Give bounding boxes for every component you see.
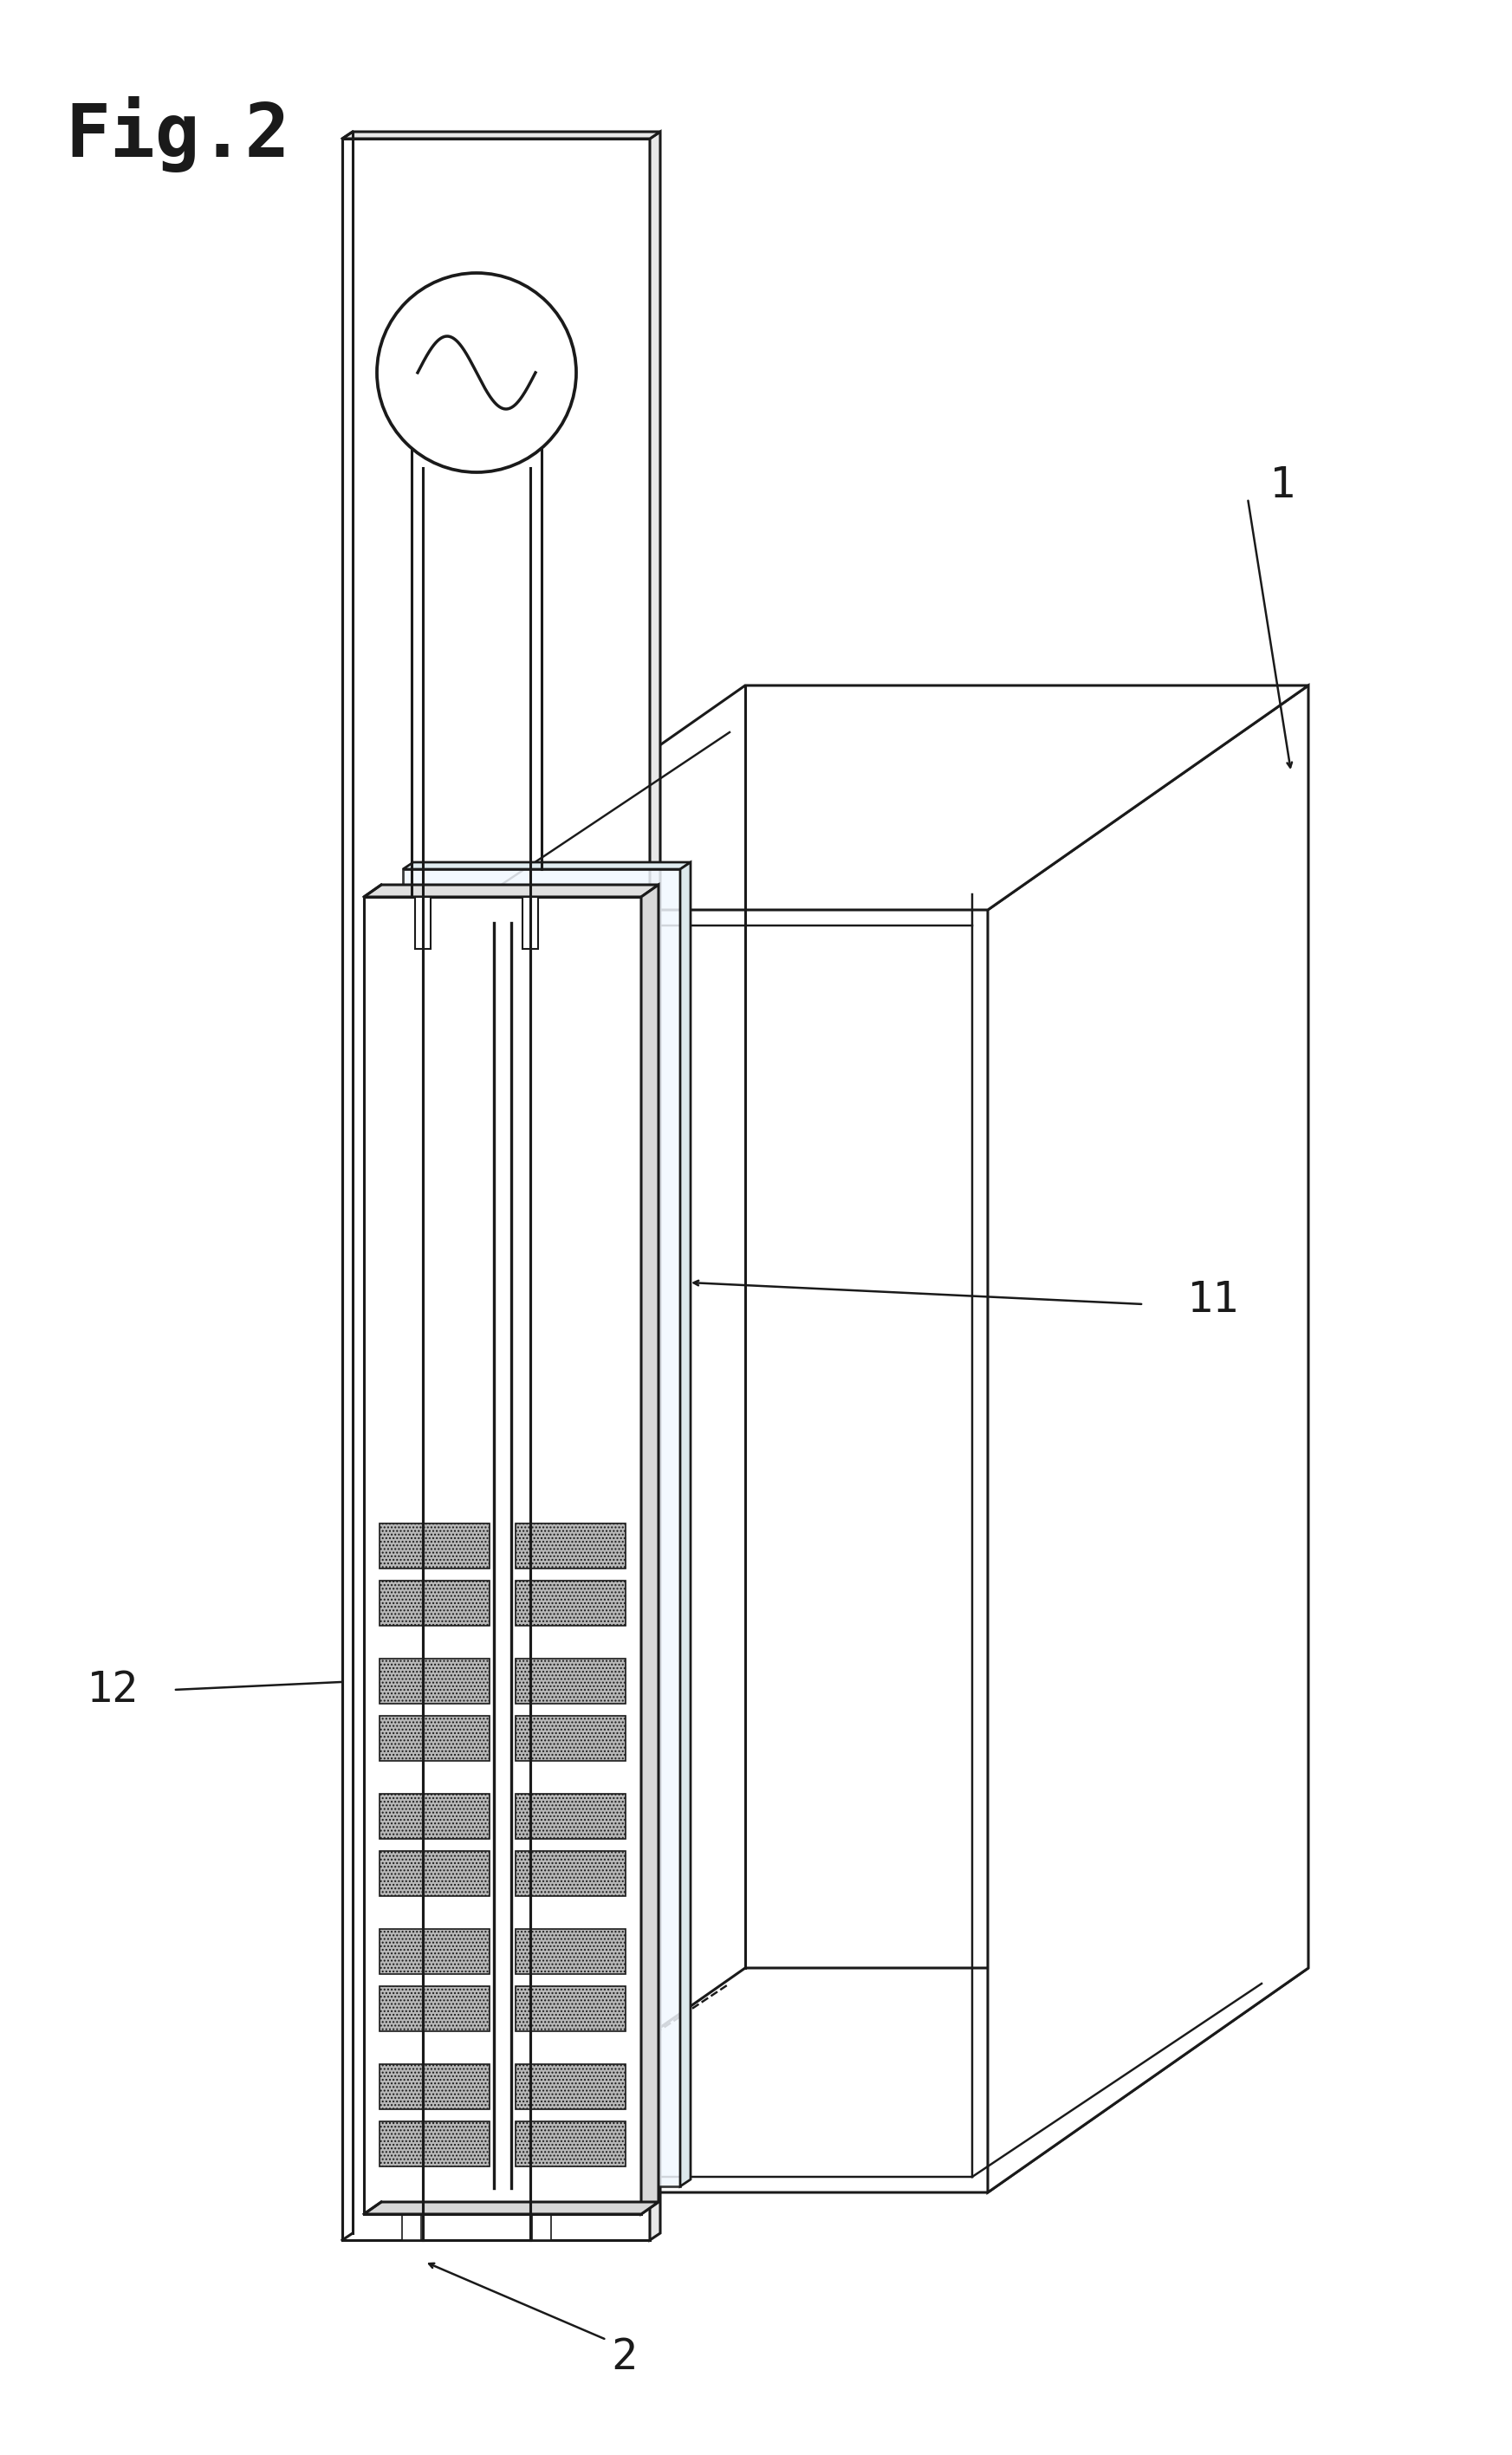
Polygon shape xyxy=(380,1581,490,1625)
Text: P: P xyxy=(606,1289,629,1328)
Polygon shape xyxy=(342,137,650,2239)
Polygon shape xyxy=(342,133,661,137)
Text: 12: 12 xyxy=(86,1669,139,1711)
Text: P: P xyxy=(606,1196,629,1232)
Polygon shape xyxy=(380,1660,490,1704)
Polygon shape xyxy=(402,869,680,2187)
Polygon shape xyxy=(402,862,691,869)
Polygon shape xyxy=(425,1969,1308,2192)
Polygon shape xyxy=(402,2170,422,2239)
Polygon shape xyxy=(425,685,1308,911)
Text: 3: 3 xyxy=(502,169,529,211)
Polygon shape xyxy=(380,1716,490,1760)
Text: 2: 2 xyxy=(611,2337,637,2379)
Polygon shape xyxy=(364,884,659,896)
Polygon shape xyxy=(516,1851,626,1895)
Polygon shape xyxy=(414,896,431,950)
Text: 1: 1 xyxy=(1270,464,1296,506)
Polygon shape xyxy=(516,2121,626,2165)
Polygon shape xyxy=(516,1930,626,1974)
Polygon shape xyxy=(380,1795,490,1839)
Polygon shape xyxy=(516,1525,626,1569)
Polygon shape xyxy=(516,1716,626,1760)
Polygon shape xyxy=(380,1986,490,2030)
Polygon shape xyxy=(650,133,661,2239)
Polygon shape xyxy=(516,2065,626,2109)
Polygon shape xyxy=(364,896,641,2214)
Polygon shape xyxy=(516,1581,626,1625)
Polygon shape xyxy=(516,1660,626,1704)
Polygon shape xyxy=(523,896,538,950)
Polygon shape xyxy=(641,884,659,2214)
Text: P: P xyxy=(606,1242,629,1279)
Polygon shape xyxy=(380,1851,490,1895)
Polygon shape xyxy=(516,1986,626,2030)
Text: 11: 11 xyxy=(1187,1279,1240,1321)
Polygon shape xyxy=(680,862,691,2187)
Text: Fig.2: Fig.2 xyxy=(65,96,290,172)
Polygon shape xyxy=(987,685,1308,2192)
Polygon shape xyxy=(380,1525,490,1569)
Polygon shape xyxy=(532,2170,550,2239)
Circle shape xyxy=(376,273,576,471)
Polygon shape xyxy=(364,2202,659,2214)
Polygon shape xyxy=(516,1795,626,1839)
Polygon shape xyxy=(380,2121,490,2165)
Polygon shape xyxy=(380,1930,490,1974)
Polygon shape xyxy=(380,2065,490,2109)
